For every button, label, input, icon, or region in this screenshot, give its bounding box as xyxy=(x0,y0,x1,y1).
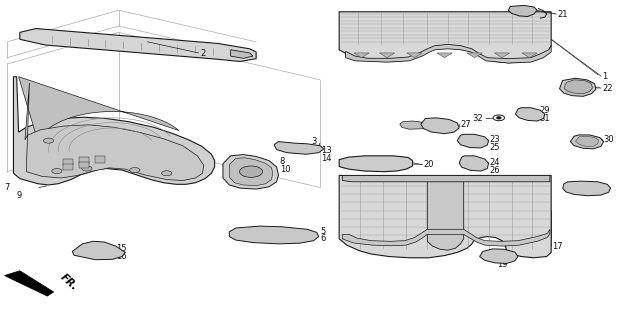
Polygon shape xyxy=(229,226,319,244)
Polygon shape xyxy=(570,135,604,149)
Polygon shape xyxy=(339,176,551,258)
Text: 24: 24 xyxy=(489,158,500,167)
Circle shape xyxy=(239,166,262,177)
Text: 12: 12 xyxy=(40,134,51,142)
Text: 6: 6 xyxy=(320,234,325,243)
Text: 28: 28 xyxy=(597,184,608,193)
Polygon shape xyxy=(460,156,488,171)
Polygon shape xyxy=(400,121,426,129)
Polygon shape xyxy=(20,29,256,61)
Polygon shape xyxy=(339,156,413,172)
Polygon shape xyxy=(35,133,51,140)
Text: 15: 15 xyxy=(116,244,126,253)
Polygon shape xyxy=(522,53,537,58)
Polygon shape xyxy=(437,53,452,58)
Text: 3: 3 xyxy=(312,137,317,146)
Polygon shape xyxy=(229,158,273,186)
Text: 5: 5 xyxy=(320,227,325,236)
Polygon shape xyxy=(274,142,324,154)
Circle shape xyxy=(162,171,172,176)
Text: 31: 31 xyxy=(539,114,550,123)
Polygon shape xyxy=(25,83,204,181)
Polygon shape xyxy=(230,50,253,58)
Text: FR.: FR. xyxy=(58,272,79,293)
Polygon shape xyxy=(407,53,422,58)
Polygon shape xyxy=(515,108,545,121)
Text: 8: 8 xyxy=(280,157,285,166)
Polygon shape xyxy=(467,53,482,58)
Text: 17: 17 xyxy=(552,242,563,251)
Text: 22: 22 xyxy=(602,84,612,93)
Text: 23: 23 xyxy=(489,135,500,144)
Text: 29: 29 xyxy=(539,107,550,115)
Text: 14: 14 xyxy=(321,154,332,162)
Polygon shape xyxy=(19,77,179,169)
Text: 9: 9 xyxy=(16,191,21,200)
Polygon shape xyxy=(13,77,214,185)
Polygon shape xyxy=(342,229,550,246)
Text: 27: 27 xyxy=(461,120,471,129)
Polygon shape xyxy=(421,118,460,134)
Polygon shape xyxy=(223,155,278,189)
Polygon shape xyxy=(72,241,125,260)
Polygon shape xyxy=(428,176,464,250)
Text: 7: 7 xyxy=(4,183,9,192)
Text: 18: 18 xyxy=(497,252,508,261)
Polygon shape xyxy=(458,134,488,148)
Text: 1: 1 xyxy=(602,72,607,81)
Text: 20: 20 xyxy=(424,160,434,169)
Text: 25: 25 xyxy=(489,143,500,152)
Circle shape xyxy=(82,166,92,171)
Polygon shape xyxy=(494,53,509,58)
Polygon shape xyxy=(354,53,369,58)
Polygon shape xyxy=(339,12,551,63)
Circle shape xyxy=(52,169,62,174)
Polygon shape xyxy=(79,157,89,164)
Polygon shape xyxy=(63,164,73,170)
Circle shape xyxy=(497,117,500,119)
Polygon shape xyxy=(342,176,550,182)
Polygon shape xyxy=(575,136,598,146)
Polygon shape xyxy=(479,249,518,264)
Text: 10: 10 xyxy=(280,165,291,174)
Text: 4: 4 xyxy=(312,146,317,155)
Text: 2: 2 xyxy=(200,49,205,58)
Polygon shape xyxy=(563,181,611,196)
Polygon shape xyxy=(508,5,537,17)
Polygon shape xyxy=(79,162,89,169)
Polygon shape xyxy=(564,80,593,94)
Circle shape xyxy=(44,138,54,143)
Polygon shape xyxy=(38,134,47,138)
Text: 11: 11 xyxy=(40,126,51,135)
Text: 19: 19 xyxy=(497,259,508,269)
Circle shape xyxy=(493,115,504,121)
Polygon shape xyxy=(95,156,105,163)
Text: 30: 30 xyxy=(604,135,614,144)
Text: 21: 21 xyxy=(557,10,568,19)
Polygon shape xyxy=(63,159,73,165)
Text: 26: 26 xyxy=(489,166,500,175)
Text: 13: 13 xyxy=(321,146,332,155)
Text: 16: 16 xyxy=(116,252,126,261)
Polygon shape xyxy=(559,78,596,96)
Text: 32: 32 xyxy=(472,114,483,123)
Polygon shape xyxy=(380,53,395,58)
Circle shape xyxy=(130,168,140,173)
Polygon shape xyxy=(4,271,54,296)
Polygon shape xyxy=(346,45,551,63)
